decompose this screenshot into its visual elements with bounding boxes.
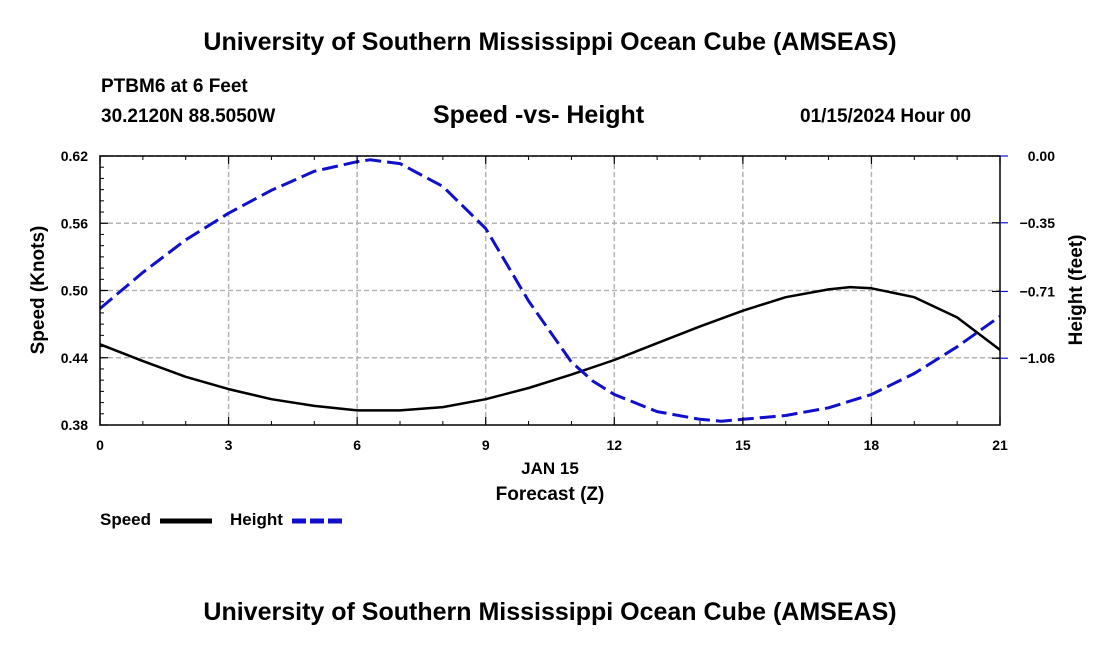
x-tick-label: 15: [735, 437, 751, 453]
chart-title: Speed -vs- Height: [433, 101, 645, 129]
footer-title: University of Southern Mississippi Ocean…: [203, 598, 897, 626]
x-axis-date-label: JAN 15: [521, 459, 579, 478]
legend-height-label: Height: [230, 510, 283, 529]
x-tick-label: 0: [96, 437, 104, 453]
coordinates-label: 30.2120N 88.5050W: [101, 106, 276, 127]
x-tick-label: 21: [992, 437, 1008, 453]
y2-tick-label: −0.35: [1020, 215, 1056, 231]
y-axis-label: Speed (Knots): [28, 226, 49, 355]
x-tick-label: 6: [353, 437, 361, 453]
axis-ticks: 0 3 6 9 12 15 18 21 0.62 0.56 0.50 0.44 0.38 0.00 −0.3…: [61, 148, 1055, 453]
y2-tick-label: 0.00: [1028, 148, 1055, 164]
height-series-line: [99, 158, 1001, 423]
y2-tick-label: −0.71: [1020, 283, 1056, 299]
page-title: University of Southern Mississippi Ocean…: [203, 28, 897, 56]
y-tick-label: 0.62: [61, 148, 88, 164]
legend-speed-label: Speed: [100, 510, 151, 529]
x-tick-label: 18: [864, 437, 880, 453]
y-tick-label: 0.56: [61, 215, 88, 231]
x-tick-label: 12: [606, 437, 622, 453]
x-axis-label: Forecast (Z): [496, 484, 605, 505]
y2-tick-label: −1.06: [1020, 350, 1056, 366]
station-label: PTBM6 at 6 Feet: [101, 76, 248, 97]
date-label: 01/15/2024 Hour 00: [800, 106, 972, 127]
y-tick-label: 0.50: [61, 283, 88, 299]
y-tick-label: 0.38: [61, 417, 88, 433]
x-tick-label: 9: [482, 437, 490, 453]
x-tick-label: 3: [225, 437, 233, 453]
y2-axis-label: Height (feet): [1066, 235, 1087, 346]
speed-series-line: [99, 285, 1001, 412]
y-tick-label: 0.44: [61, 350, 88, 366]
grid-lines: [100, 155, 1000, 425]
series-lines: [99, 158, 1001, 423]
legend: Speed Height: [100, 510, 342, 529]
